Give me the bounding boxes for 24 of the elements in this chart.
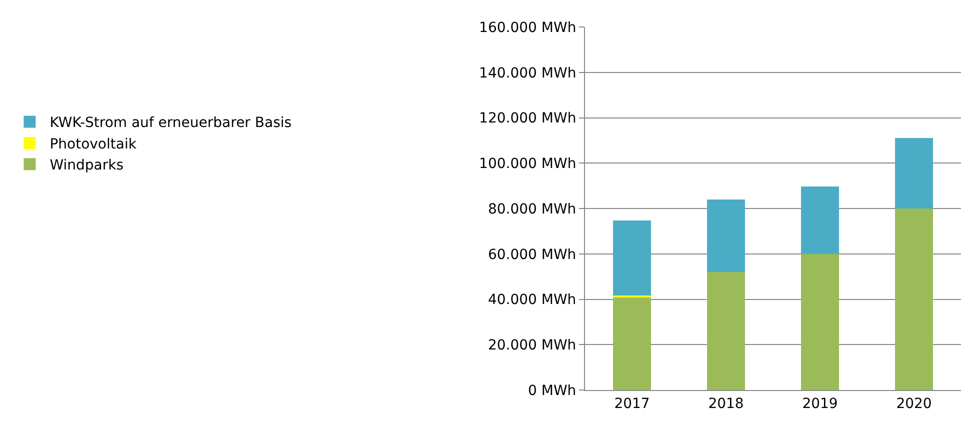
legend-label: Windparks xyxy=(50,158,124,174)
bar xyxy=(613,297,651,390)
bar xyxy=(707,199,745,272)
y-tick-label: 160.000 MWh xyxy=(479,20,576,36)
legend-label: Photovoltaik xyxy=(50,136,138,152)
bar xyxy=(895,208,933,390)
x-tick-label: 2017 xyxy=(614,396,650,412)
bar xyxy=(801,254,839,390)
bar xyxy=(707,272,745,390)
bar xyxy=(801,186,839,254)
y-tick-label: 40.000 MWh xyxy=(488,292,576,308)
y-tick-label: 80.000 MWh xyxy=(488,201,576,218)
x-tick-label: 2018 xyxy=(708,396,744,412)
y-tick-label: 140.000 MWh xyxy=(479,65,576,82)
y-tick-label: 100.000 MWh xyxy=(479,156,576,172)
bar xyxy=(895,138,933,208)
bar xyxy=(613,220,651,296)
y-tick-label: 60.000 MWh xyxy=(488,246,576,263)
x-tick-label: 2019 xyxy=(802,396,838,412)
legend-label: KWK-Strom auf erneuerbarer Basis xyxy=(50,115,292,132)
y-tick-label: 120.000 MWh xyxy=(479,110,576,127)
y-tick-label: 0 MWh xyxy=(528,382,576,399)
y-tick-label: 20.000 MWh xyxy=(488,338,576,354)
x-tick-label: 2020 xyxy=(896,396,932,412)
